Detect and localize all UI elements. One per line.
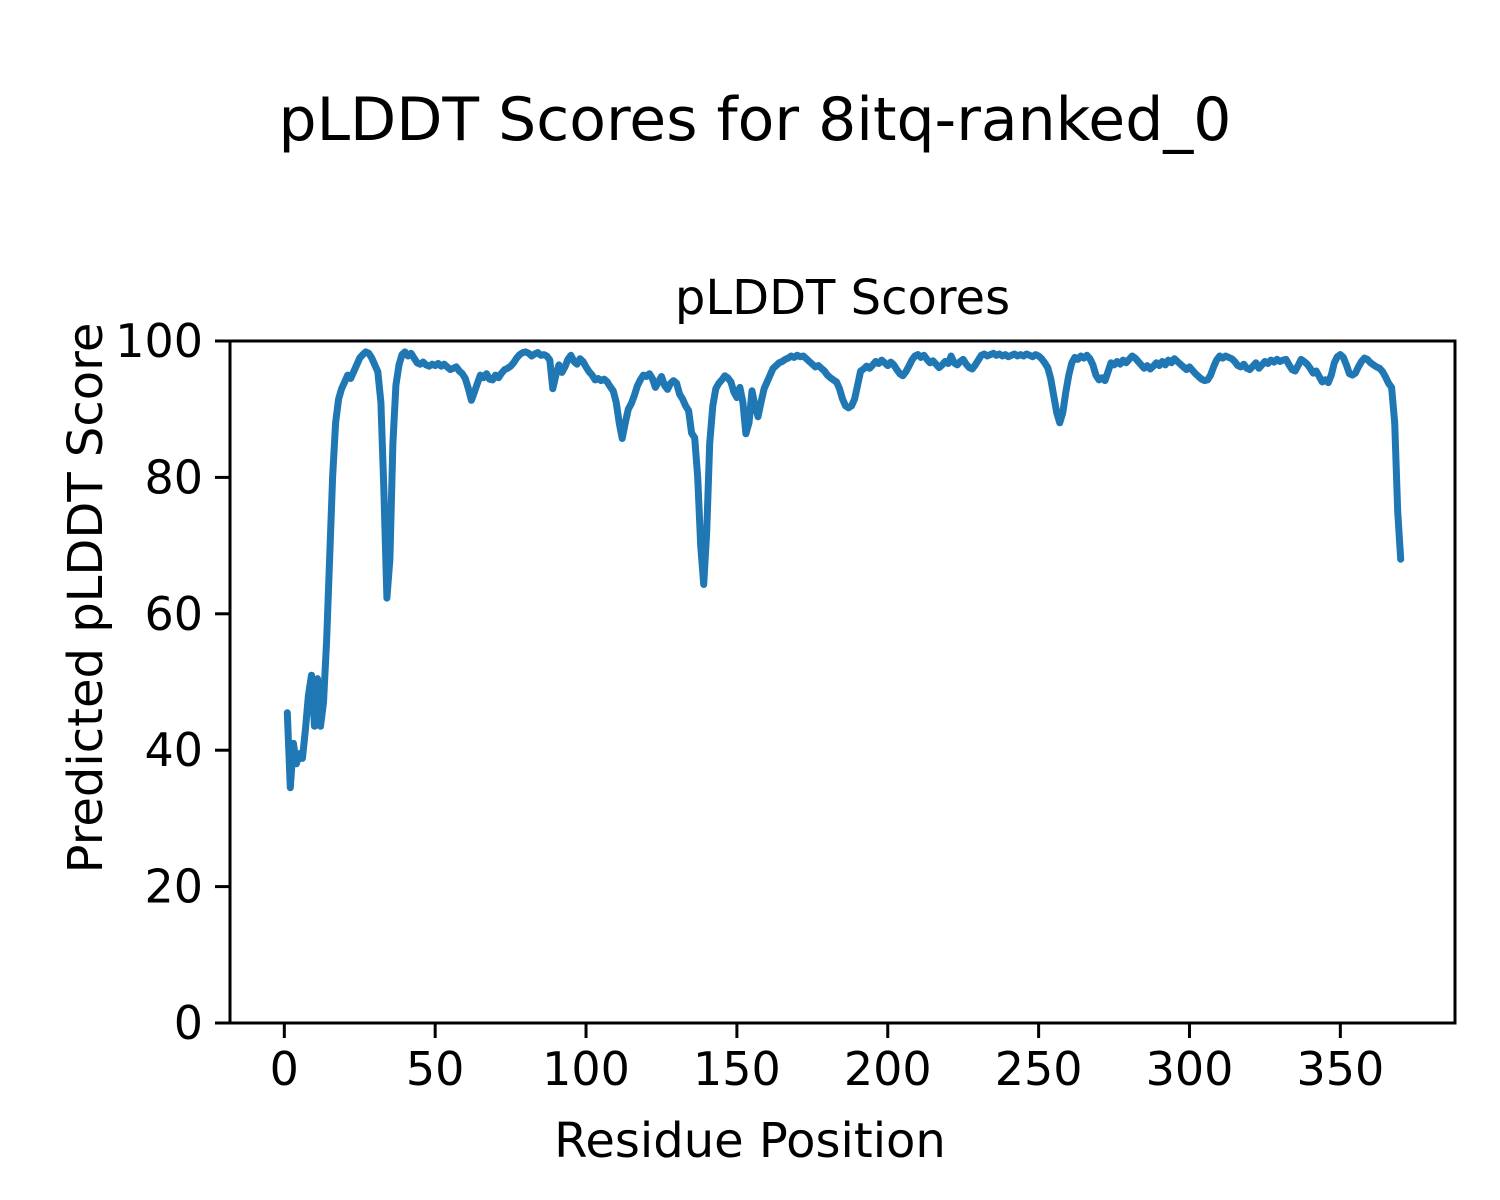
figure-title: pLDDT Scores for 8itq-ranked_0	[278, 85, 1232, 155]
x-tick-label: 250	[995, 1042, 1083, 1096]
x-tick-label: 200	[844, 1042, 932, 1096]
x-tick-label: 300	[1146, 1042, 1234, 1096]
x-tick-label: 50	[406, 1042, 465, 1096]
plot-frame	[228, 339, 1457, 1025]
y-tick-label: 80	[144, 450, 203, 504]
y-tick-label: 60	[144, 587, 203, 641]
y-tick-label: 100	[115, 314, 203, 368]
x-tick-label: 0	[270, 1042, 299, 1096]
x-tick-label: 350	[1296, 1042, 1384, 1096]
axes-title: pLDDT Scores	[674, 270, 1011, 326]
x-axis-label: Residue Position	[554, 1113, 946, 1169]
y-tick-label: 0	[174, 996, 203, 1050]
y-tick-label: 20	[144, 860, 203, 914]
plddt-line	[283, 348, 1405, 792]
x-tick-label: 150	[693, 1042, 781, 1096]
y-axis-label: Predicted pLDDT Score	[58, 322, 114, 874]
x-tick-label: 100	[542, 1042, 630, 1096]
plot-svg: 0 50 100 150 200 250 300 350 0 20 40 60 80 100	[115, 314, 1457, 1096]
y-tick-label: 40	[144, 723, 203, 777]
